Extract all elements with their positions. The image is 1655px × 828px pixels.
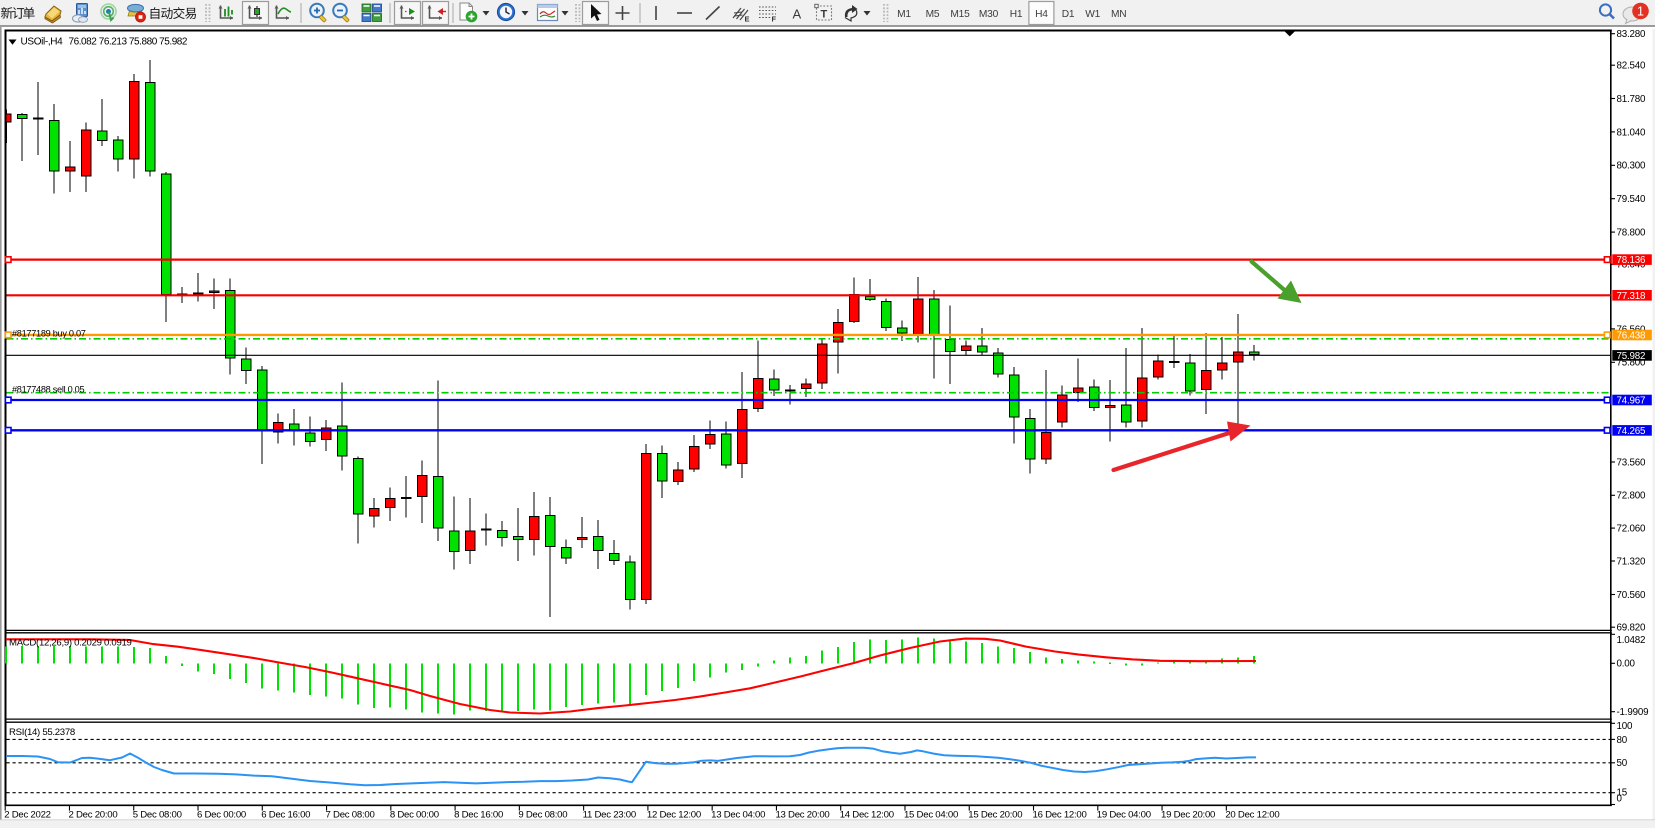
svg-text:72.800: 72.800 (1617, 491, 1647, 502)
svg-text:D1: D1 (1062, 9, 1075, 20)
svg-text:M1: M1 (897, 9, 911, 20)
svg-text:2 Dec 20:00: 2 Dec 20:00 (68, 810, 117, 821)
svg-text:81.780: 81.780 (1617, 94, 1647, 105)
svg-text:78.040: 78.040 (1617, 260, 1647, 271)
svg-text:70.560: 70.560 (1617, 590, 1647, 601)
svg-text:T: T (821, 9, 828, 21)
svg-text:74.265: 74.265 (1617, 426, 1647, 437)
svg-text:6 Dec 16:00: 6 Dec 16:00 (261, 810, 310, 821)
svg-text:0: 0 (1617, 793, 1623, 804)
svg-text:W1: W1 (1085, 9, 1100, 20)
svg-text:11 Dec 23:00: 11 Dec 23:00 (583, 810, 636, 821)
svg-text:81.040: 81.040 (1617, 127, 1647, 138)
svg-text:F: F (772, 15, 777, 24)
svg-text:72.060: 72.060 (1617, 524, 1647, 535)
svg-text:69.820: 69.820 (1617, 623, 1647, 634)
svg-text:15 Dec 20:00: 15 Dec 20:00 (968, 810, 1022, 821)
svg-text:8 Dec 16:00: 8 Dec 16:00 (454, 810, 503, 821)
svg-text:6 Dec 00:00: 6 Dec 00:00 (197, 810, 246, 821)
svg-text:MACD(12,26,9) 0.2029 0.0919: MACD(12,26,9) 0.2029 0.0919 (9, 637, 132, 648)
svg-text:#8177189 buy 0.07: #8177189 buy 0.07 (12, 329, 86, 339)
svg-text:74.967: 74.967 (1617, 396, 1646, 407)
svg-text:78.800: 78.800 (1617, 228, 1647, 239)
svg-text:100: 100 (1617, 721, 1633, 732)
svg-text:H4: H4 (1035, 9, 1048, 20)
svg-text:2 Dec 2022: 2 Dec 2022 (4, 810, 51, 821)
svg-text:80: 80 (1617, 735, 1628, 746)
svg-text:13 Dec 04:00: 13 Dec 04:00 (711, 810, 765, 821)
svg-text:0.00: 0.00 (1617, 659, 1636, 670)
svg-text:76.438: 76.438 (1617, 331, 1647, 342)
svg-text:A: A (793, 7, 802, 22)
svg-text:19 Dec 20:00: 19 Dec 20:00 (1161, 810, 1215, 821)
svg-text:14 Dec 12:00: 14 Dec 12:00 (840, 810, 894, 821)
svg-text:E: E (745, 15, 750, 24)
svg-text:1: 1 (1637, 4, 1644, 18)
svg-text:8 Dec 00:00: 8 Dec 00:00 (390, 810, 439, 821)
svg-text:9 Dec 08:00: 9 Dec 08:00 (518, 810, 567, 821)
svg-text:76.082 76.213 75.880 75.982: 76.082 76.213 75.880 75.982 (69, 36, 188, 47)
svg-text:RSI(14) 55.2378: RSI(14) 55.2378 (9, 727, 75, 738)
svg-text:83.280: 83.280 (1617, 29, 1647, 40)
svg-text:H1: H1 (1010, 9, 1023, 20)
svg-text:20 Dec 12:00: 20 Dec 12:00 (1225, 810, 1279, 821)
svg-text:75.982: 75.982 (1617, 351, 1646, 362)
svg-text:75.800: 75.800 (1617, 358, 1647, 369)
svg-text:80.300: 80.300 (1617, 161, 1647, 172)
svg-text:71.320: 71.320 (1617, 556, 1647, 567)
svg-text:50: 50 (1617, 758, 1628, 769)
svg-text:15 Dec 04:00: 15 Dec 04:00 (904, 810, 958, 821)
svg-text:77.318: 77.318 (1617, 291, 1647, 302)
svg-text:79.540: 79.540 (1617, 194, 1647, 205)
svg-text:73.560: 73.560 (1617, 457, 1647, 468)
svg-text:USOil-,H4: USOil-,H4 (21, 36, 64, 47)
svg-text:M30: M30 (979, 9, 999, 20)
svg-text:16 Dec 12:00: 16 Dec 12:00 (1033, 810, 1087, 821)
svg-text:M5: M5 (926, 9, 940, 20)
svg-text:12 Dec 12:00: 12 Dec 12:00 (647, 810, 701, 821)
svg-text:M15: M15 (950, 9, 970, 20)
svg-text:MN: MN (1111, 9, 1126, 20)
svg-text:15: 15 (1617, 787, 1628, 798)
svg-text:19 Dec 04:00: 19 Dec 04:00 (1097, 810, 1151, 821)
svg-text:1.0482: 1.0482 (1617, 635, 1646, 646)
svg-text:82.540: 82.540 (1617, 61, 1647, 72)
svg-text:-1.9909: -1.9909 (1617, 707, 1649, 718)
svg-text:#8177488 sell 0.05: #8177488 sell 0.05 (12, 385, 84, 395)
svg-text:5 Dec 08:00: 5 Dec 08:00 (133, 810, 182, 821)
svg-text:78.136: 78.136 (1617, 255, 1647, 266)
svg-text:7 Dec 08:00: 7 Dec 08:00 (326, 810, 375, 821)
svg-text:13 Dec 20:00: 13 Dec 20:00 (775, 810, 829, 821)
